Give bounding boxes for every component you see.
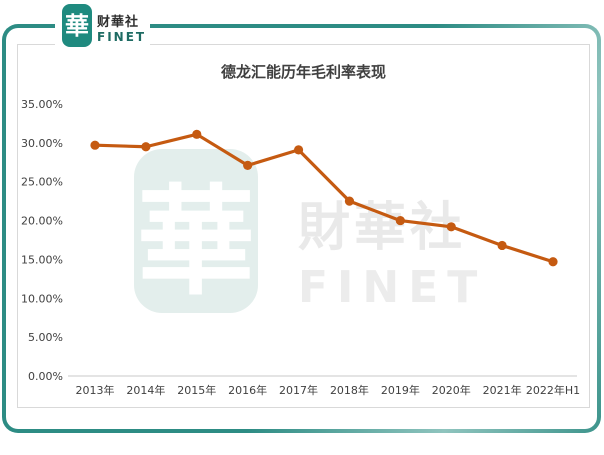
data-point-marker	[192, 129, 202, 139]
x-axis-tick-label: 2018年	[330, 383, 369, 397]
watermark-text: 財華社 FINET	[298, 185, 486, 313]
y-axis-tick-label: 20.00%	[21, 215, 63, 228]
watermark-brand-cn: 財華社	[298, 198, 467, 258]
x-axis-tick-label: 2017年	[279, 383, 318, 397]
chart-title: 德龙汇能历年毛利率表现	[220, 63, 386, 81]
x-axis-tick-label: 2014年	[126, 383, 165, 397]
y-axis-tick-label: 25.00%	[21, 176, 63, 189]
data-point-marker	[497, 240, 507, 251]
finet-brand-cn: 财華社	[97, 15, 140, 30]
y-axis-tick-label: 5.00%	[28, 331, 63, 344]
y-axis-tick-label: 0.00%	[28, 370, 63, 383]
line-chart: 35.00% 30.00% 25.00% 20.00% 15.00% 10.00% 5.00…	[21, 98, 580, 397]
finet-logo: 華 财華社 FINET	[55, 2, 150, 48]
data-point-marker	[90, 140, 100, 150]
y-axis-tick-label: 10.00%	[21, 292, 63, 305]
data-point-marker	[395, 215, 405, 226]
watermark-brand-en: FINET	[298, 262, 487, 313]
x-axis-tick-label: 2020年	[432, 383, 471, 397]
gross-margin-line	[94, 132, 554, 264]
data-point-marker	[344, 196, 355, 206]
data-point-marker	[293, 145, 304, 155]
x-axis-tick-label: 2019年	[381, 383, 420, 397]
x-axis-tick-label: 2021年	[483, 383, 522, 397]
x-axis-tick-label: 2022年H1	[526, 383, 580, 397]
x-axis-tick-label: 2016年	[228, 383, 267, 397]
finet-logo-icon: 華	[62, 4, 92, 47]
data-point-marker	[141, 142, 151, 152]
y-axis-tick-label: 35.00%	[21, 98, 63, 111]
finet-brand-en: FINET	[97, 30, 147, 44]
y-axis-tick-label: 30.00%	[21, 137, 63, 150]
y-axis-tick-label: 15.00%	[21, 253, 63, 266]
x-axis-tick-label: 2013年	[76, 383, 115, 397]
data-point-marker	[548, 257, 558, 267]
watermark-logo-icon: 華	[134, 149, 258, 313]
x-axis-tick-label: 2015年	[177, 383, 216, 397]
data-point-marker	[446, 222, 456, 232]
chart-card: 德龙汇能历年毛利率表现 華 財華社 FINET 35.00% 30.00% 25.0…	[17, 44, 590, 408]
data-point-marker	[243, 160, 253, 171]
finet-logo-text: 财華社 FINET	[97, 2, 146, 44]
